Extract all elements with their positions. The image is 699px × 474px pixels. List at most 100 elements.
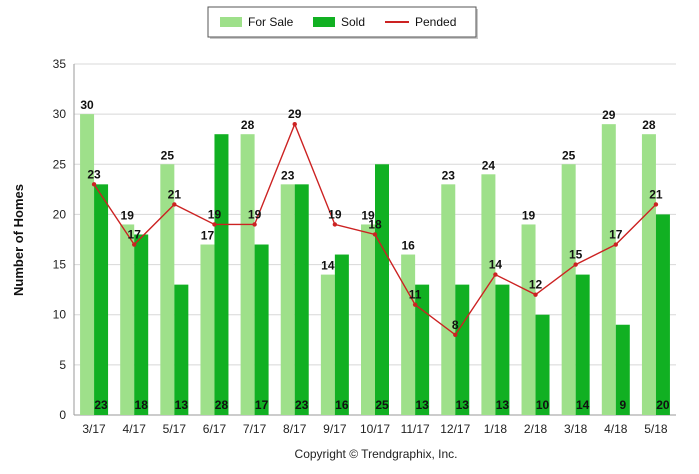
- data-label-pended: 29: [288, 107, 302, 121]
- point-pended: [533, 292, 538, 297]
- x-tick-label: 5/18: [644, 422, 668, 436]
- data-label-pended: 14: [489, 258, 503, 272]
- point-pended: [132, 242, 137, 247]
- data-label-sold: 13: [496, 398, 510, 412]
- bar-sold: [134, 234, 149, 415]
- data-label-pended: 11: [409, 288, 422, 302]
- bar-for-sale: [521, 224, 536, 415]
- bar-sold: [615, 324, 630, 415]
- bar-for-sale: [320, 274, 335, 415]
- point-pended: [613, 242, 618, 247]
- bar-for-sale: [80, 114, 95, 416]
- bar-sold: [254, 244, 269, 415]
- data-label-for-sale: 29: [602, 108, 616, 122]
- x-tick-label: 5/17: [163, 422, 187, 436]
- x-tick-label: 7/17: [243, 422, 267, 436]
- bar-sold: [375, 164, 389, 415]
- x-tick-label: 1/18: [484, 422, 508, 436]
- bar-sold: [455, 284, 470, 415]
- y-tick-label: 15: [53, 258, 67, 272]
- point-pended: [493, 272, 498, 277]
- data-label-pended: 17: [128, 228, 142, 242]
- bar-for-sale: [120, 224, 135, 415]
- data-label-sold: 13: [175, 398, 189, 412]
- bar-for-sale: [601, 124, 616, 416]
- y-tick-label: 35: [53, 57, 67, 71]
- x-tick-label: 3/18: [564, 422, 588, 436]
- y-tick-label: 30: [53, 107, 67, 121]
- data-label-sold: 17: [255, 398, 269, 412]
- bar-sold: [174, 284, 189, 415]
- data-label-pended: 19: [328, 207, 342, 221]
- data-label-sold: 23: [295, 398, 309, 412]
- legend-label-pended: Pended: [415, 15, 456, 29]
- data-label-sold: 16: [335, 398, 349, 412]
- y-tick-label: 20: [53, 207, 67, 221]
- data-label-for-sale: 19: [121, 208, 135, 222]
- bar-for-sale: [240, 134, 255, 415]
- bar-for-sale: [481, 174, 496, 415]
- point-pended: [91, 182, 97, 187]
- bar-sold: [495, 284, 510, 415]
- data-label-sold: 23: [94, 398, 108, 412]
- data-label-pended: 17: [609, 228, 623, 242]
- point-pended: [453, 332, 458, 337]
- data-label-for-sale: 25: [562, 148, 576, 162]
- x-tick-label: 2/18: [524, 422, 548, 436]
- data-label-for-sale: 28: [241, 118, 255, 132]
- legend: For Sale Sold Pended: [207, 6, 478, 39]
- legend-swatch-sold: [313, 17, 335, 27]
- legend-box: [207, 6, 477, 38]
- y-tick-label: 5: [59, 358, 66, 372]
- data-label-for-sale: 23: [281, 168, 295, 182]
- y-axis-title: Number of Homes: [11, 184, 26, 296]
- data-label-sold: 28: [215, 398, 229, 412]
- data-label-for-sale: 14: [321, 259, 335, 273]
- y-tick-label: 0: [59, 408, 66, 422]
- legend-swatch-for-sale: [220, 17, 242, 27]
- data-label-pended: 19: [248, 207, 262, 221]
- data-label-for-sale: 24: [482, 158, 496, 172]
- bar-sold: [334, 254, 349, 415]
- x-tick-label: 8/17: [283, 422, 307, 436]
- data-label-pended: 21: [649, 187, 663, 201]
- data-label-for-sale: 23: [442, 168, 456, 182]
- data-label-for-sale: 19: [522, 208, 536, 222]
- bar-sold: [415, 284, 430, 415]
- data-label-for-sale: 19: [361, 208, 375, 222]
- bar-for-sale: [641, 134, 656, 415]
- bar-for-sale: [561, 164, 576, 415]
- bar-for-sale: [361, 224, 375, 415]
- data-label-for-sale: 28: [642, 118, 656, 132]
- legend-label-sold: Sold: [341, 15, 365, 29]
- bar-for-sale: [441, 184, 456, 415]
- bar-for-sale: [280, 184, 295, 415]
- point-pended: [292, 121, 297, 127]
- data-label-pended: 15: [569, 248, 583, 262]
- bar-sold: [94, 184, 109, 415]
- point-pended: [332, 222, 338, 227]
- bar-for-sale: [200, 244, 215, 415]
- x-tick-label: 6/17: [203, 422, 227, 436]
- y-tick-label: 10: [53, 308, 67, 322]
- bar-sold: [655, 214, 670, 415]
- data-label-sold: 13: [415, 398, 429, 412]
- x-tick-label: 12/17: [440, 422, 470, 436]
- copyright-text: Copyright © Trendgraphix, Inc.: [295, 447, 458, 461]
- point-pended: [252, 222, 257, 227]
- data-label-sold: 18: [135, 398, 149, 412]
- x-tick-label: 4/18: [604, 422, 628, 436]
- x-tick-label: 9/17: [323, 422, 347, 436]
- x-tick-label: 10/17: [360, 422, 390, 436]
- x-tick-label: 4/17: [123, 422, 147, 436]
- data-label-sold: 10: [536, 398, 550, 412]
- bar-sold: [535, 314, 550, 415]
- point-pended: [172, 202, 177, 207]
- point-pended: [573, 262, 578, 267]
- data-label-sold: 20: [656, 398, 670, 412]
- data-label-for-sale: 17: [201, 229, 215, 243]
- point-pended: [212, 222, 217, 227]
- x-tick-label: 3/17: [82, 422, 106, 436]
